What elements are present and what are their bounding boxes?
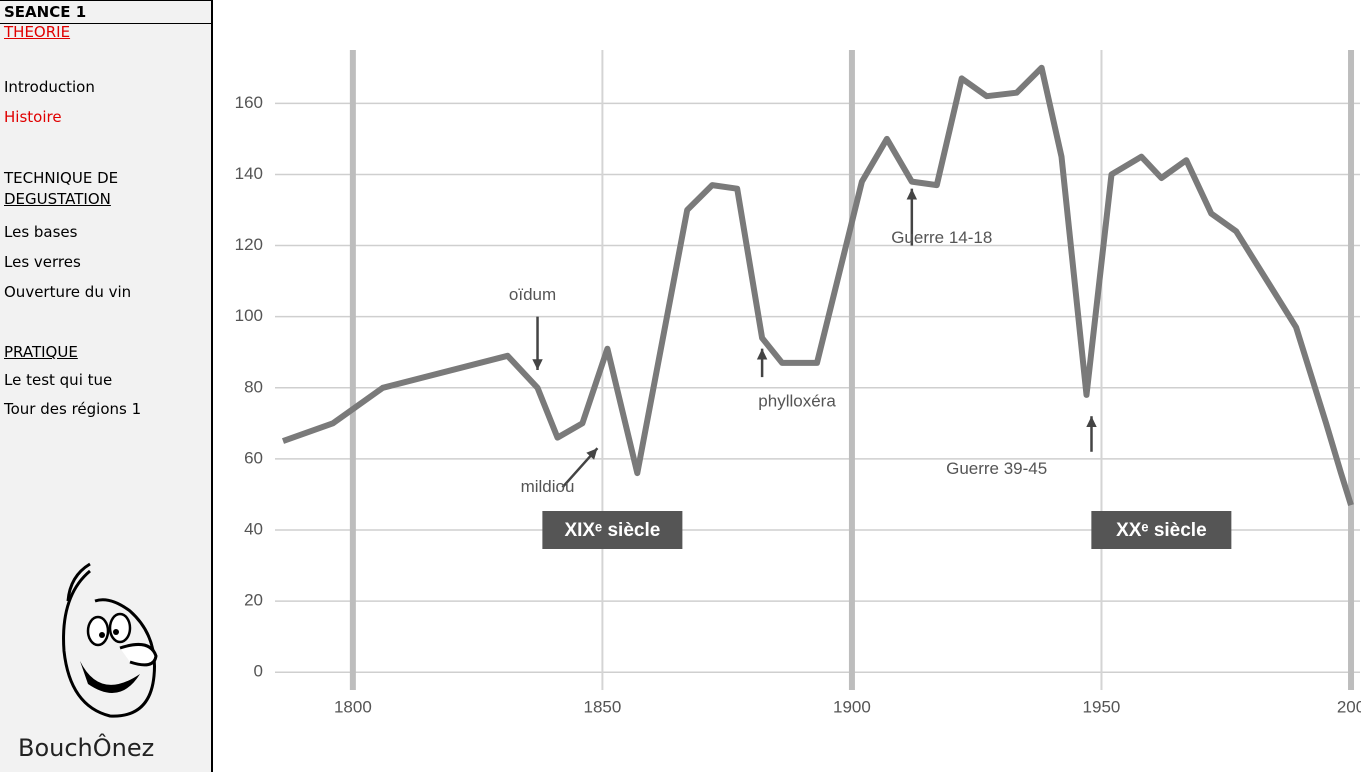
menu-section: TECHNIQUE DE [4,169,119,187]
y-tick-label: 0 [254,662,263,681]
y-tick-label: 140 [235,164,263,183]
menu-item[interactable]: Introduction [4,78,95,96]
period-box [1091,511,1232,549]
logo-face [62,562,158,718]
arrow-head [756,348,768,360]
annotation: Guerre 14-18 [891,228,992,247]
data-line [281,64,1354,506]
sidebar: SEANCE 1 THEORIE Introduction Histoire T… [0,0,213,772]
y-tick-label: 100 [235,306,263,325]
y-tick-label: 60 [244,448,263,467]
arrow-head [906,188,918,200]
menu-item[interactable]: Ouverture du vin [4,283,132,301]
logo-text: BouchÔnez [18,734,155,762]
x-tick-label: 200 [1337,697,1361,716]
x-tick-label: 1850 [583,697,621,716]
x-tick-label: 1900 [833,697,871,716]
y-tick-label: 40 [244,519,263,538]
annotation: oïdum [509,285,556,304]
menu-item[interactable]: Les bases [4,223,78,241]
arrow-head [586,448,598,460]
menu-section[interactable]: DEGUSTATION [4,190,111,208]
menu-item[interactable]: Tour des régions 1 [4,400,142,418]
arrow-head [532,359,543,370]
annotation: phylloxéra [758,391,836,410]
y-tick-label: 120 [235,235,263,254]
annotation: Guerre 39-45 [946,459,1047,478]
y-tick-label: 20 [244,591,263,610]
divider [0,23,211,24]
x-tick-label: 1800 [334,697,372,716]
menu-section[interactable]: PRATIQUE [4,343,78,361]
chart: 0 20 40 60 80 100 120 140 160 1800 1850 1900 1950 200… [235,50,1361,716]
y-tick-label: 160 [235,93,263,112]
period-box [542,511,683,549]
annotation: mildiou [521,477,575,496]
menu-item[interactable]: Histoire [4,108,62,126]
sidebar-title: SEANCE 1 [4,3,87,21]
period-label: XIXᵉ siècle [564,520,660,541]
menu-item[interactable]: Le test qui tue [4,371,113,389]
menu-section[interactable]: THEORIE [4,23,71,41]
y-tick-label: 80 [244,377,263,396]
x-tick-label: 1950 [1083,697,1121,716]
menu-item[interactable]: Les verres [4,253,81,271]
period-label: XXᵉ siècle [1116,520,1207,541]
arrow-head [1086,416,1097,428]
